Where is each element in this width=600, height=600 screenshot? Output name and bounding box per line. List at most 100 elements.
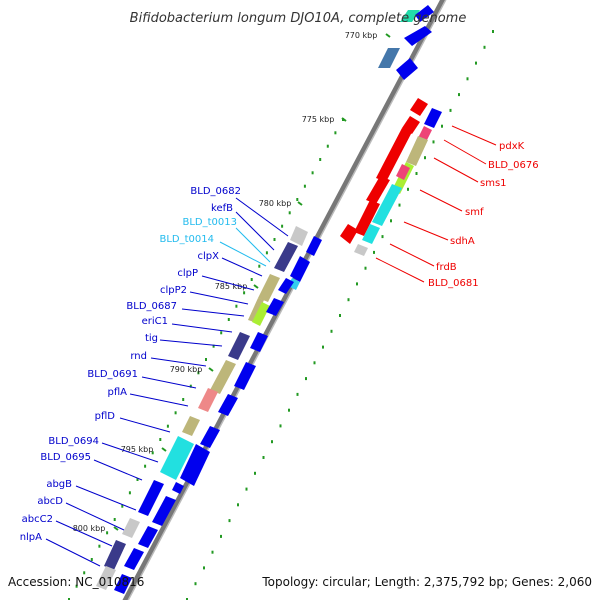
gene-label-BLD_t0014: BLD_t0014 bbox=[159, 234, 214, 245]
track-dot bbox=[245, 487, 248, 491]
gene-label-BLD_0676: BLD_0676 bbox=[488, 160, 539, 171]
gene-strip-right bbox=[340, 98, 442, 256]
gene-label-rnd: rnd bbox=[130, 351, 147, 362]
gene-label-pflA: pflA bbox=[108, 387, 128, 398]
gene-label-BLD_t0013: BLD_t0013 bbox=[182, 217, 237, 228]
kbp-label: 785 kbp bbox=[215, 282, 248, 291]
track-dot bbox=[475, 61, 477, 65]
track-dot bbox=[113, 518, 116, 521]
track-dot bbox=[296, 198, 299, 201]
track-dot bbox=[390, 219, 392, 223]
gene-arrow bbox=[415, 5, 434, 22]
track-dot bbox=[159, 438, 162, 441]
kbp-tick bbox=[253, 284, 259, 289]
backbone bbox=[122, 0, 447, 600]
kbp-label: 800 kbp bbox=[73, 524, 106, 533]
track-dot bbox=[271, 440, 273, 444]
topology-text: Topology: circular; Length: 2,375,792 bp… bbox=[261, 575, 592, 589]
track-dot bbox=[182, 398, 185, 401]
track-dot bbox=[128, 491, 131, 495]
track-dot bbox=[211, 550, 214, 554]
track-dot bbox=[265, 251, 268, 255]
gene-label-tig: tig bbox=[145, 333, 158, 344]
gene-label-clpX: clpX bbox=[198, 251, 220, 262]
track-dot bbox=[83, 571, 86, 575]
track-dot bbox=[151, 451, 154, 455]
kbp-labels: 770 kbp 775 kbp 780 kbp 785 kbp 790 kbp … bbox=[73, 31, 378, 533]
gene-label-eriC1: eriC1 bbox=[142, 316, 168, 327]
track-dot bbox=[288, 211, 291, 215]
track-dot bbox=[334, 131, 337, 135]
track-dot bbox=[68, 598, 70, 600]
kbp-tick bbox=[341, 117, 347, 122]
track-dot bbox=[205, 358, 207, 361]
gene-label-clpP: clpP bbox=[177, 268, 198, 279]
kbp-tick bbox=[113, 526, 119, 531]
gene-label-BLD_0687: BLD_0687 bbox=[126, 301, 177, 312]
gene-box bbox=[378, 48, 400, 68]
right-gene-labels: pdxK BLD_0676 sms1 smf sdhA frdB BLD_068… bbox=[375, 125, 539, 289]
track-dot bbox=[319, 158, 322, 161]
track-dot bbox=[398, 203, 401, 207]
track-dot bbox=[313, 361, 316, 365]
gene-label-nlpA: nlpA bbox=[20, 532, 42, 543]
track-dot bbox=[356, 282, 358, 286]
track-dot bbox=[288, 408, 290, 412]
gene-label-clpP2: clpP2 bbox=[160, 285, 187, 296]
map-title: Bifidobacterium longum DJO10A, complete … bbox=[130, 11, 467, 26]
gene-strip-top bbox=[378, 5, 434, 80]
gene-label-smf: smf bbox=[465, 207, 484, 218]
track-dot bbox=[483, 45, 486, 49]
track-dot bbox=[273, 238, 276, 241]
gene-arrow bbox=[396, 58, 418, 80]
gene-label-BLD_0695: BLD_0695 bbox=[40, 452, 91, 463]
track-dot bbox=[466, 77, 469, 81]
track-dot bbox=[415, 172, 418, 175]
gene-label-sdhA: sdhA bbox=[450, 236, 475, 247]
track-dot bbox=[381, 235, 384, 239]
track-dot bbox=[174, 411, 177, 415]
kbp-label: 775 kbp bbox=[302, 115, 335, 124]
track-dot bbox=[296, 392, 299, 396]
tick-tracks bbox=[68, 30, 494, 600]
kbp-tick bbox=[385, 33, 391, 38]
gene-arrow bbox=[404, 26, 432, 46]
track-dot bbox=[220, 534, 222, 538]
gene-label-abgB: abgB bbox=[46, 479, 72, 490]
track-dot bbox=[373, 250, 375, 254]
accession-text: Accession: NC_010816 bbox=[8, 575, 144, 589]
kbp-label: 770 kbp bbox=[345, 31, 378, 40]
track-dot bbox=[220, 331, 223, 335]
gene-label-BLD_0694: BLD_0694 bbox=[48, 436, 99, 447]
track-dot bbox=[258, 264, 261, 268]
gene-label-kefB: kefB bbox=[211, 203, 233, 214]
gene-strip-left bbox=[96, 226, 322, 594]
gene-label-pdxK: pdxK bbox=[499, 141, 525, 152]
gene-label-BLD_0681: BLD_0681 bbox=[428, 278, 479, 289]
track-dot bbox=[166, 424, 169, 428]
track-dot bbox=[330, 329, 333, 333]
track-dot bbox=[194, 582, 197, 586]
kbp-label: 790 kbp bbox=[170, 365, 203, 374]
track-dot bbox=[305, 377, 307, 381]
track-dot bbox=[136, 478, 139, 481]
gene-label-BLD_0691: BLD_0691 bbox=[87, 369, 138, 380]
track-dot bbox=[432, 140, 435, 144]
track-dot bbox=[303, 184, 306, 188]
track-dot bbox=[326, 144, 329, 148]
gene-label-pflD: pflD bbox=[95, 411, 116, 422]
track-dot bbox=[75, 584, 78, 588]
left-gene-labels: BLD_0682 kefB BLD_t0013 BLD_t0014 clpX c… bbox=[20, 186, 289, 567]
track-dot bbox=[235, 304, 238, 308]
gene-label-abcD: abcD bbox=[37, 496, 63, 507]
track-dot bbox=[98, 544, 101, 548]
gene-label-sms1: sms1 bbox=[480, 178, 507, 189]
track-dot bbox=[250, 278, 253, 281]
track-dot bbox=[279, 424, 282, 428]
kbp-label: 795 kbp bbox=[121, 445, 154, 454]
gene-label-frdB: frdB bbox=[436, 262, 457, 273]
track-dot bbox=[189, 384, 192, 388]
kbp-tick bbox=[297, 201, 303, 206]
track-dot bbox=[90, 558, 93, 561]
